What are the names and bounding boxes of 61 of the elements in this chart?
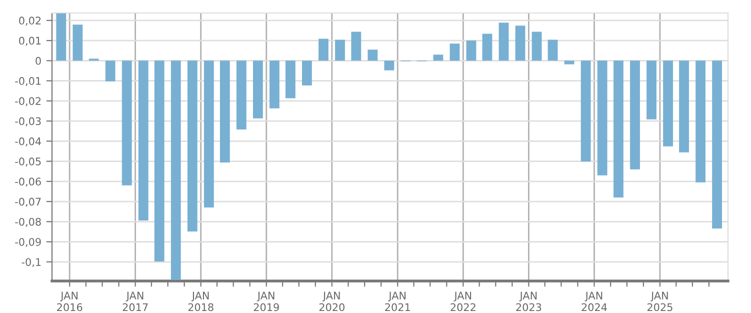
bar — [580, 60, 591, 162]
bar — [105, 60, 116, 82]
y-tick-label: -0,09 — [15, 238, 41, 247]
bar — [712, 60, 722, 228]
bar — [368, 50, 378, 61]
y-tick-label: -0,01 — [15, 77, 41, 86]
x-tick-label: JAN 2019 — [254, 292, 279, 312]
bar — [597, 60, 608, 176]
y-tick-label: -0,03 — [15, 117, 41, 126]
bar — [696, 60, 706, 182]
y-tick-label: -0,08 — [15, 218, 41, 227]
y-tick-label: 0,01 — [19, 36, 41, 46]
bar — [72, 24, 83, 61]
bar — [351, 32, 362, 61]
bar — [548, 40, 558, 61]
bar — [302, 60, 312, 86]
bar — [515, 26, 526, 61]
y-tick-label: -0,04 — [15, 137, 41, 146]
x-tick-label: JAN 2018 — [188, 292, 214, 312]
bar — [318, 38, 328, 61]
bar — [220, 60, 230, 162]
y-tick-label: -0,02 — [15, 97, 41, 106]
bar — [384, 60, 394, 70]
y-tick-label: 0,02 — [19, 16, 41, 26]
x-tick-label: JAN 2022 — [450, 292, 476, 312]
bar — [236, 60, 246, 130]
bar — [187, 60, 198, 232]
bar — [204, 60, 214, 208]
y-tick-label: -0,1 — [22, 258, 41, 268]
bar — [630, 60, 640, 170]
x-tick-label: JAN 2021 — [385, 292, 410, 312]
bar — [154, 60, 164, 262]
x-tick-label: JAN 2025 — [647, 292, 672, 312]
bar — [138, 60, 148, 220]
bar — [270, 60, 280, 108]
bar — [614, 60, 624, 198]
y-tick-label: 0 — [36, 56, 41, 65]
x-tick-label: JAN 2017 — [122, 292, 148, 312]
bar — [450, 44, 460, 61]
x-tick-label: JAN 2023 — [516, 292, 542, 312]
bar — [433, 54, 444, 61]
bar — [122, 60, 132, 186]
bar — [252, 60, 263, 118]
bar — [56, 13, 66, 61]
y-tick-label: -0,06 — [15, 178, 41, 187]
x-tick-label: JAN 2024 — [582, 292, 607, 312]
x-tick-label: JAN 2016 — [57, 292, 82, 312]
bar — [498, 22, 509, 61]
bar — [679, 60, 689, 152]
y-tick-label: -0,07 — [15, 198, 41, 207]
bar — [285, 60, 296, 98]
bar — [170, 60, 181, 280]
bar — [335, 40, 345, 61]
y-tick-label: -0,05 — [15, 158, 41, 166]
bar — [466, 40, 476, 61]
bar — [663, 60, 673, 146]
bar — [646, 60, 656, 120]
bar — [532, 32, 542, 61]
bar — [564, 60, 574, 64]
x-tick-label: JAN 2020 — [319, 292, 344, 312]
bar — [482, 34, 492, 61]
